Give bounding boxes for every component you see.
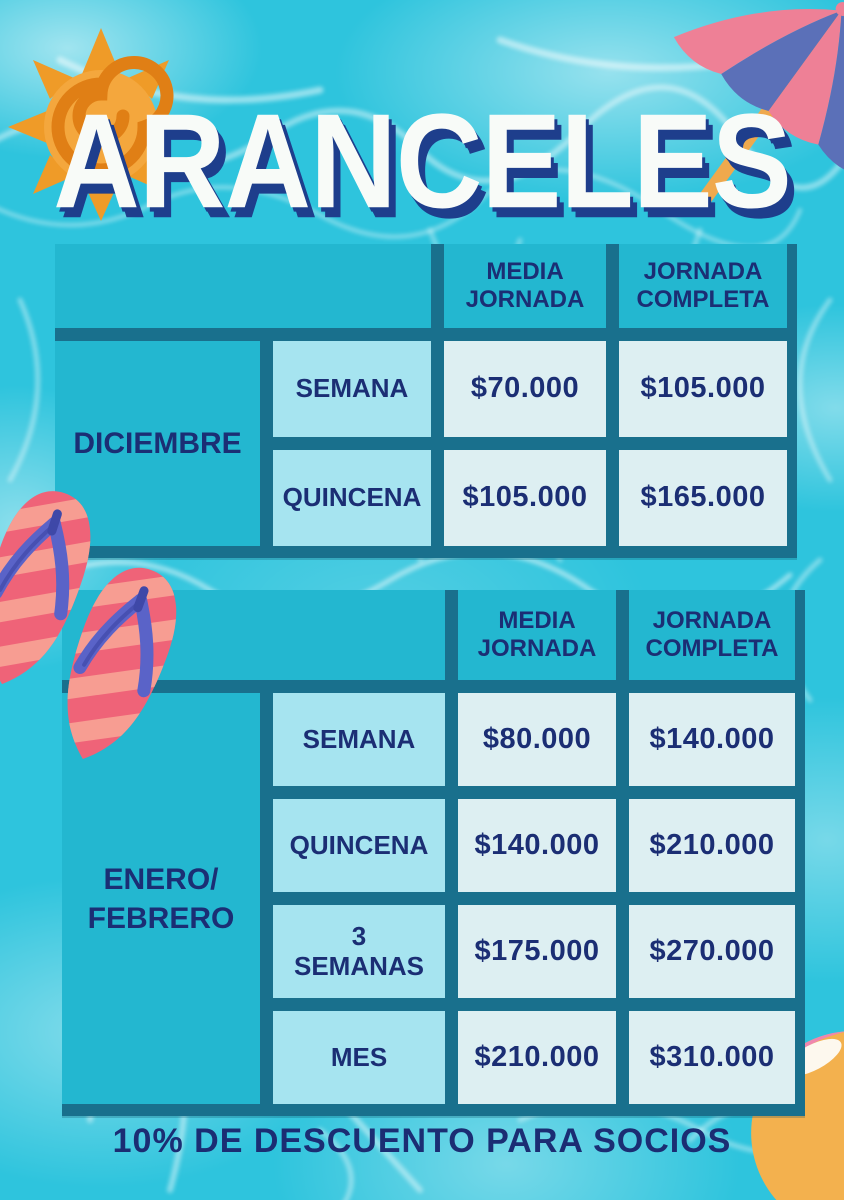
price-value: $105.000	[444, 450, 606, 546]
season-label-enero-febrero: ENERO/ FEBRERO	[62, 693, 260, 1104]
price-value: $210.000	[458, 1011, 616, 1104]
period-label: 3 SEMANAS	[273, 905, 445, 998]
price-value: $210.000	[629, 799, 795, 892]
page-title: ARANCELES	[53, 86, 792, 237]
column-header-media-jornada: MEDIA JORNADA	[444, 244, 606, 328]
price-value: $70.000	[444, 341, 606, 437]
flip-flops-icon	[0, 478, 200, 788]
price-value: $165.000	[619, 450, 787, 546]
column-header-media-jornada: MEDIA JORNADA	[458, 590, 616, 680]
column-header-jornada-completa: JORNADA COMPLETA	[629, 590, 795, 680]
season-label-diciembre: DICIEMBRE	[55, 341, 260, 546]
period-label: QUINCENA	[273, 799, 445, 892]
price-value: $140.000	[629, 693, 795, 786]
period-label: QUINCENA	[273, 450, 431, 546]
table-corner-blank	[55, 244, 431, 328]
price-value: $80.000	[458, 693, 616, 786]
price-value: $310.000	[629, 1011, 795, 1104]
sun-icon	[8, 28, 196, 221]
price-table-diciembre: MEDIA JORNADA JORNADA COMPLETA DICIEMBRE…	[55, 244, 797, 558]
price-value: $105.000	[619, 341, 787, 437]
price-value: $175.000	[458, 905, 616, 998]
price-value: $140.000	[458, 799, 616, 892]
period-label: SEMANA	[273, 693, 445, 786]
price-table-enero-febrero: MEDIA JORNADA JORNADA COMPLETA ENERO/ FE…	[62, 590, 805, 1116]
discount-note: 10% DE DESCUENTO PARA SOCIOS	[112, 1122, 732, 1160]
period-label: MES	[273, 1011, 445, 1104]
price-value: $270.000	[629, 905, 795, 998]
column-header-jornada-completa: JORNADA COMPLETA	[619, 244, 787, 328]
period-label: SEMANA	[273, 341, 431, 437]
